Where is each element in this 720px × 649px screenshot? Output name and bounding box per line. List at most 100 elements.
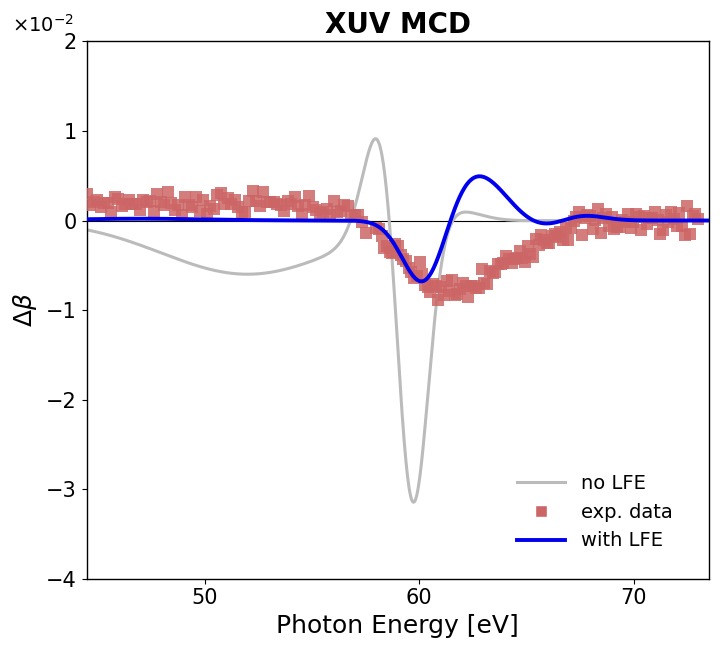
exp. data <box>84 200 96 210</box>
exp. data <box>353 210 364 220</box>
exp. data <box>492 259 504 269</box>
exp. data <box>616 214 628 225</box>
exp. data <box>687 211 698 221</box>
exp. data <box>134 205 145 215</box>
exp. data <box>679 230 690 240</box>
exp. data <box>662 217 674 228</box>
exp. data <box>257 188 269 198</box>
exp. data <box>565 223 577 233</box>
exp. data <box>522 241 534 251</box>
exp. data <box>279 206 290 216</box>
exp. data <box>425 287 436 297</box>
exp. data <box>138 195 149 205</box>
exp. data <box>360 228 372 238</box>
Text: $\times 10^{-2}$: $\times 10^{-2}$ <box>12 14 74 36</box>
no LFE <box>480 212 489 220</box>
exp. data <box>539 235 550 245</box>
exp. data <box>300 200 311 210</box>
exp. data <box>201 208 212 219</box>
exp. data <box>197 195 209 205</box>
exp. data <box>325 210 336 220</box>
exp. data <box>158 199 170 210</box>
exp. data <box>194 206 205 217</box>
exp. data <box>173 200 184 210</box>
exp. data <box>611 222 623 232</box>
exp. data <box>236 206 248 217</box>
exp. data <box>508 254 520 264</box>
exp. data <box>176 210 188 220</box>
exp. data <box>660 210 672 221</box>
exp. data <box>379 243 390 253</box>
exp. data <box>593 204 604 214</box>
exp. data <box>400 256 412 266</box>
exp. data <box>473 282 485 293</box>
Legend: no LFE, exp. data, with LFE: no LFE, exp. data, with LFE <box>509 466 680 558</box>
exp. data <box>397 254 409 264</box>
exp. data <box>141 197 153 207</box>
exp. data <box>268 197 279 207</box>
exp. data <box>490 267 501 278</box>
exp. data <box>307 202 318 212</box>
exp. data <box>627 217 639 227</box>
with LFE <box>461 183 469 191</box>
exp. data <box>673 208 685 218</box>
exp. data <box>451 288 463 299</box>
exp. data <box>544 238 555 248</box>
exp. data <box>166 198 177 208</box>
exp. data <box>416 269 428 279</box>
exp. data <box>314 207 325 217</box>
exp. data <box>112 194 124 204</box>
no LFE <box>462 208 470 216</box>
exp. data <box>271 199 283 209</box>
exp. data <box>427 279 438 289</box>
exp. data <box>102 197 114 208</box>
exp. data <box>286 199 297 209</box>
exp. data <box>595 228 606 238</box>
exp. data <box>233 201 244 212</box>
exp. data <box>647 214 658 224</box>
exp. data <box>608 224 620 234</box>
exp. data <box>208 204 220 214</box>
exp. data <box>408 273 420 284</box>
exp. data <box>460 280 472 291</box>
exp. data <box>169 205 181 215</box>
exp. data <box>91 195 103 206</box>
exp. data <box>148 206 159 216</box>
exp. data <box>468 281 480 291</box>
exp. data <box>622 209 634 219</box>
exp. data <box>641 219 652 229</box>
exp. data <box>212 190 223 200</box>
exp. data <box>436 282 447 292</box>
exp. data <box>639 211 650 221</box>
exp. data <box>387 248 398 258</box>
with LFE <box>705 217 714 225</box>
exp. data <box>390 239 401 250</box>
exp. data <box>346 211 357 221</box>
exp. data <box>186 201 198 212</box>
exp. data <box>684 229 696 239</box>
exp. data <box>419 280 431 290</box>
exp. data <box>562 235 574 245</box>
exp. data <box>476 263 487 274</box>
exp. data <box>204 201 216 212</box>
exp. data <box>503 254 515 264</box>
exp. data <box>576 230 588 241</box>
exp. data <box>254 201 266 211</box>
exp. data <box>560 223 572 233</box>
exp. data <box>573 207 585 217</box>
no LFE <box>410 498 418 506</box>
exp. data <box>222 193 233 203</box>
exp. data <box>511 253 523 263</box>
exp. data <box>465 281 477 291</box>
exp. data <box>190 191 202 202</box>
exp. data <box>479 277 490 288</box>
exp. data <box>275 199 287 210</box>
exp. data <box>218 199 230 210</box>
exp. data <box>438 290 449 300</box>
exp. data <box>533 239 544 250</box>
exp. data <box>498 258 509 268</box>
exp. data <box>606 212 617 223</box>
exp. data <box>382 241 393 251</box>
exp. data <box>579 213 590 223</box>
exp. data <box>644 213 655 223</box>
